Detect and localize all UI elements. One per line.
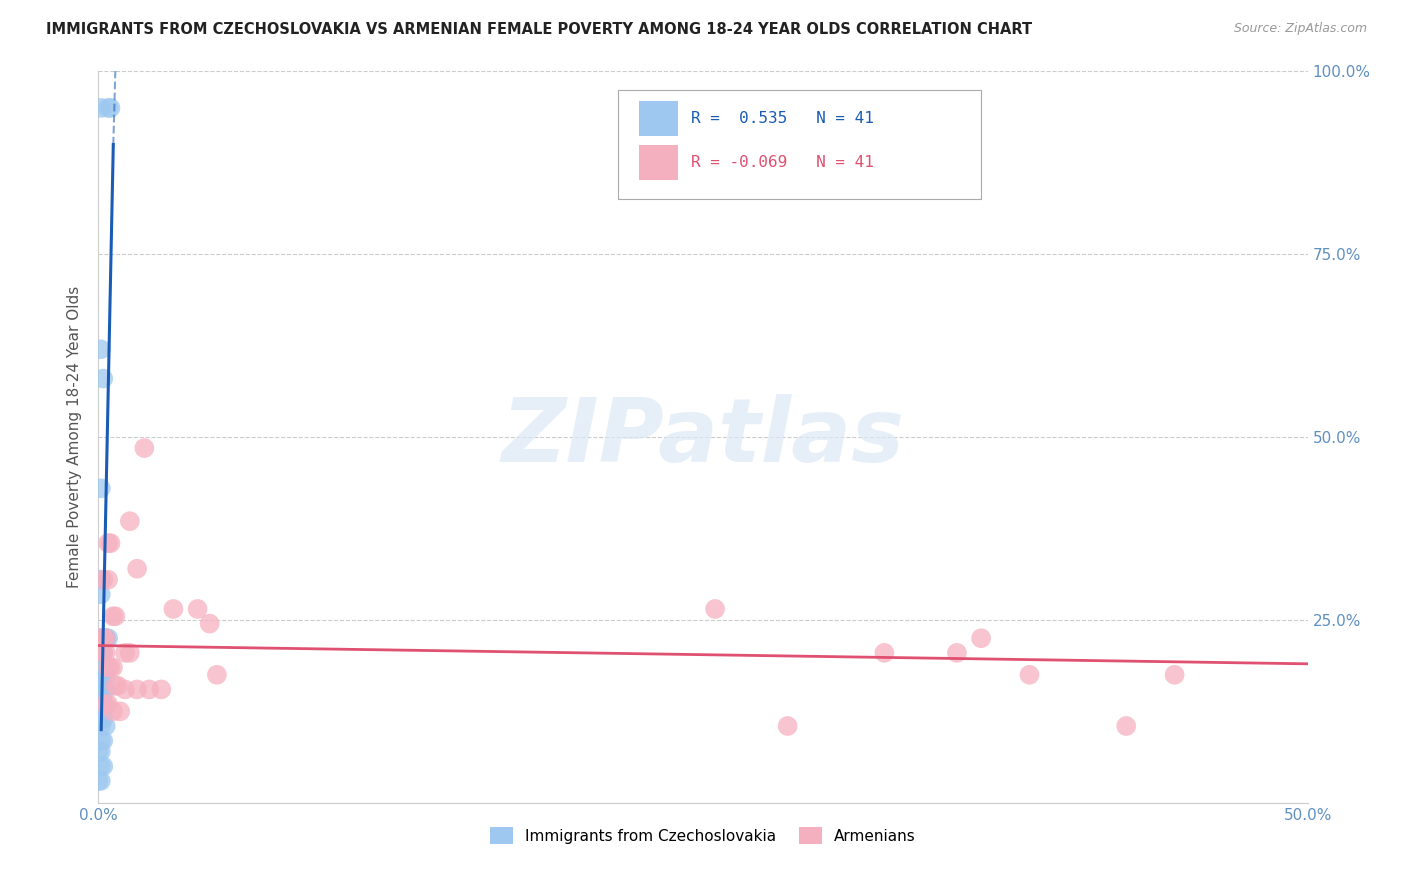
Point [90, 697, 112, 711]
Point [90, 632, 112, 646]
Point [97, 632, 120, 646]
Point [970, 632, 993, 646]
Point [97, 101, 120, 115]
Point [104, 679, 127, 693]
Point [90, 660, 112, 674]
Point [134, 441, 156, 455]
Point [91, 371, 114, 385]
Point [91, 675, 114, 690]
Point [1018, 667, 1040, 681]
Point [704, 602, 727, 616]
Point [162, 602, 184, 616]
Y-axis label: Female Poverty Among 18-24 Year Olds: Female Poverty Among 18-24 Year Olds [67, 286, 83, 588]
Point [150, 682, 173, 697]
Point [91, 712, 114, 726]
Point [118, 514, 141, 528]
Bar [638, 145, 678, 180]
Point [97, 660, 120, 674]
Point [91, 573, 114, 587]
Point [91, 646, 114, 660]
Point [118, 646, 141, 660]
Point [91, 632, 114, 646]
Point [104, 609, 127, 624]
Point [90, 759, 112, 773]
Point [97, 573, 120, 587]
Point [1115, 719, 1137, 733]
Text: R =  0.535   N = 41: R = 0.535 N = 41 [690, 112, 873, 127]
Point [90, 745, 112, 759]
Point [87, 632, 110, 646]
Point [90, 587, 112, 601]
Text: ZIPatlas: ZIPatlas [502, 393, 904, 481]
Point [90, 573, 112, 587]
Text: Source: ZipAtlas.com: Source: ZipAtlas.com [1233, 22, 1367, 36]
Point [90, 481, 112, 495]
Point [97, 697, 120, 711]
Point [108, 705, 131, 719]
Point [94, 682, 117, 697]
FancyBboxPatch shape [619, 90, 981, 200]
Legend: Immigrants from Czechoslovakia, Armenians: Immigrants from Czechoslovakia, Armenian… [484, 822, 922, 850]
Point [100, 536, 122, 550]
Point [87, 646, 110, 660]
Point [94, 632, 117, 646]
Point [90, 632, 112, 646]
Point [94, 646, 117, 660]
Point [91, 733, 114, 747]
Point [97, 536, 120, 550]
Point [94, 719, 117, 733]
Point [87, 745, 110, 759]
Bar [638, 102, 678, 136]
Point [90, 712, 112, 726]
Point [94, 667, 117, 681]
Point [114, 646, 136, 660]
Point [205, 667, 228, 681]
Point [90, 675, 112, 690]
Point [91, 632, 114, 646]
Point [91, 660, 114, 674]
Point [107, 679, 129, 693]
Point [90, 733, 112, 747]
Text: R = -0.069   N = 41: R = -0.069 N = 41 [690, 155, 873, 170]
Point [90, 682, 112, 697]
Point [91, 759, 114, 773]
Point [90, 719, 112, 733]
Point [91, 697, 114, 711]
Point [90, 101, 112, 115]
Point [127, 682, 149, 697]
Point [90, 773, 112, 788]
Point [776, 719, 799, 733]
Point [198, 616, 221, 631]
Point [91, 646, 114, 660]
Point [127, 562, 149, 576]
Point [94, 632, 117, 646]
Point [87, 660, 110, 674]
Point [100, 101, 122, 115]
Point [187, 602, 209, 616]
Point [946, 646, 969, 660]
Point [138, 682, 160, 697]
Point [101, 705, 124, 719]
Point [1163, 667, 1185, 681]
Text: IMMIGRANTS FROM CZECHOSLOVAKIA VS ARMENIAN FEMALE POVERTY AMONG 18-24 YEAR OLDS : IMMIGRANTS FROM CZECHOSLOVAKIA VS ARMENI… [46, 22, 1032, 37]
Point [87, 773, 110, 788]
Point [90, 646, 112, 660]
Point [87, 697, 110, 711]
Point [91, 682, 114, 697]
Point [94, 697, 117, 711]
Point [100, 660, 122, 674]
Point [101, 609, 124, 624]
Point [114, 682, 136, 697]
Point [101, 660, 124, 674]
Point [94, 632, 117, 646]
Point [873, 646, 896, 660]
Point [90, 343, 112, 357]
